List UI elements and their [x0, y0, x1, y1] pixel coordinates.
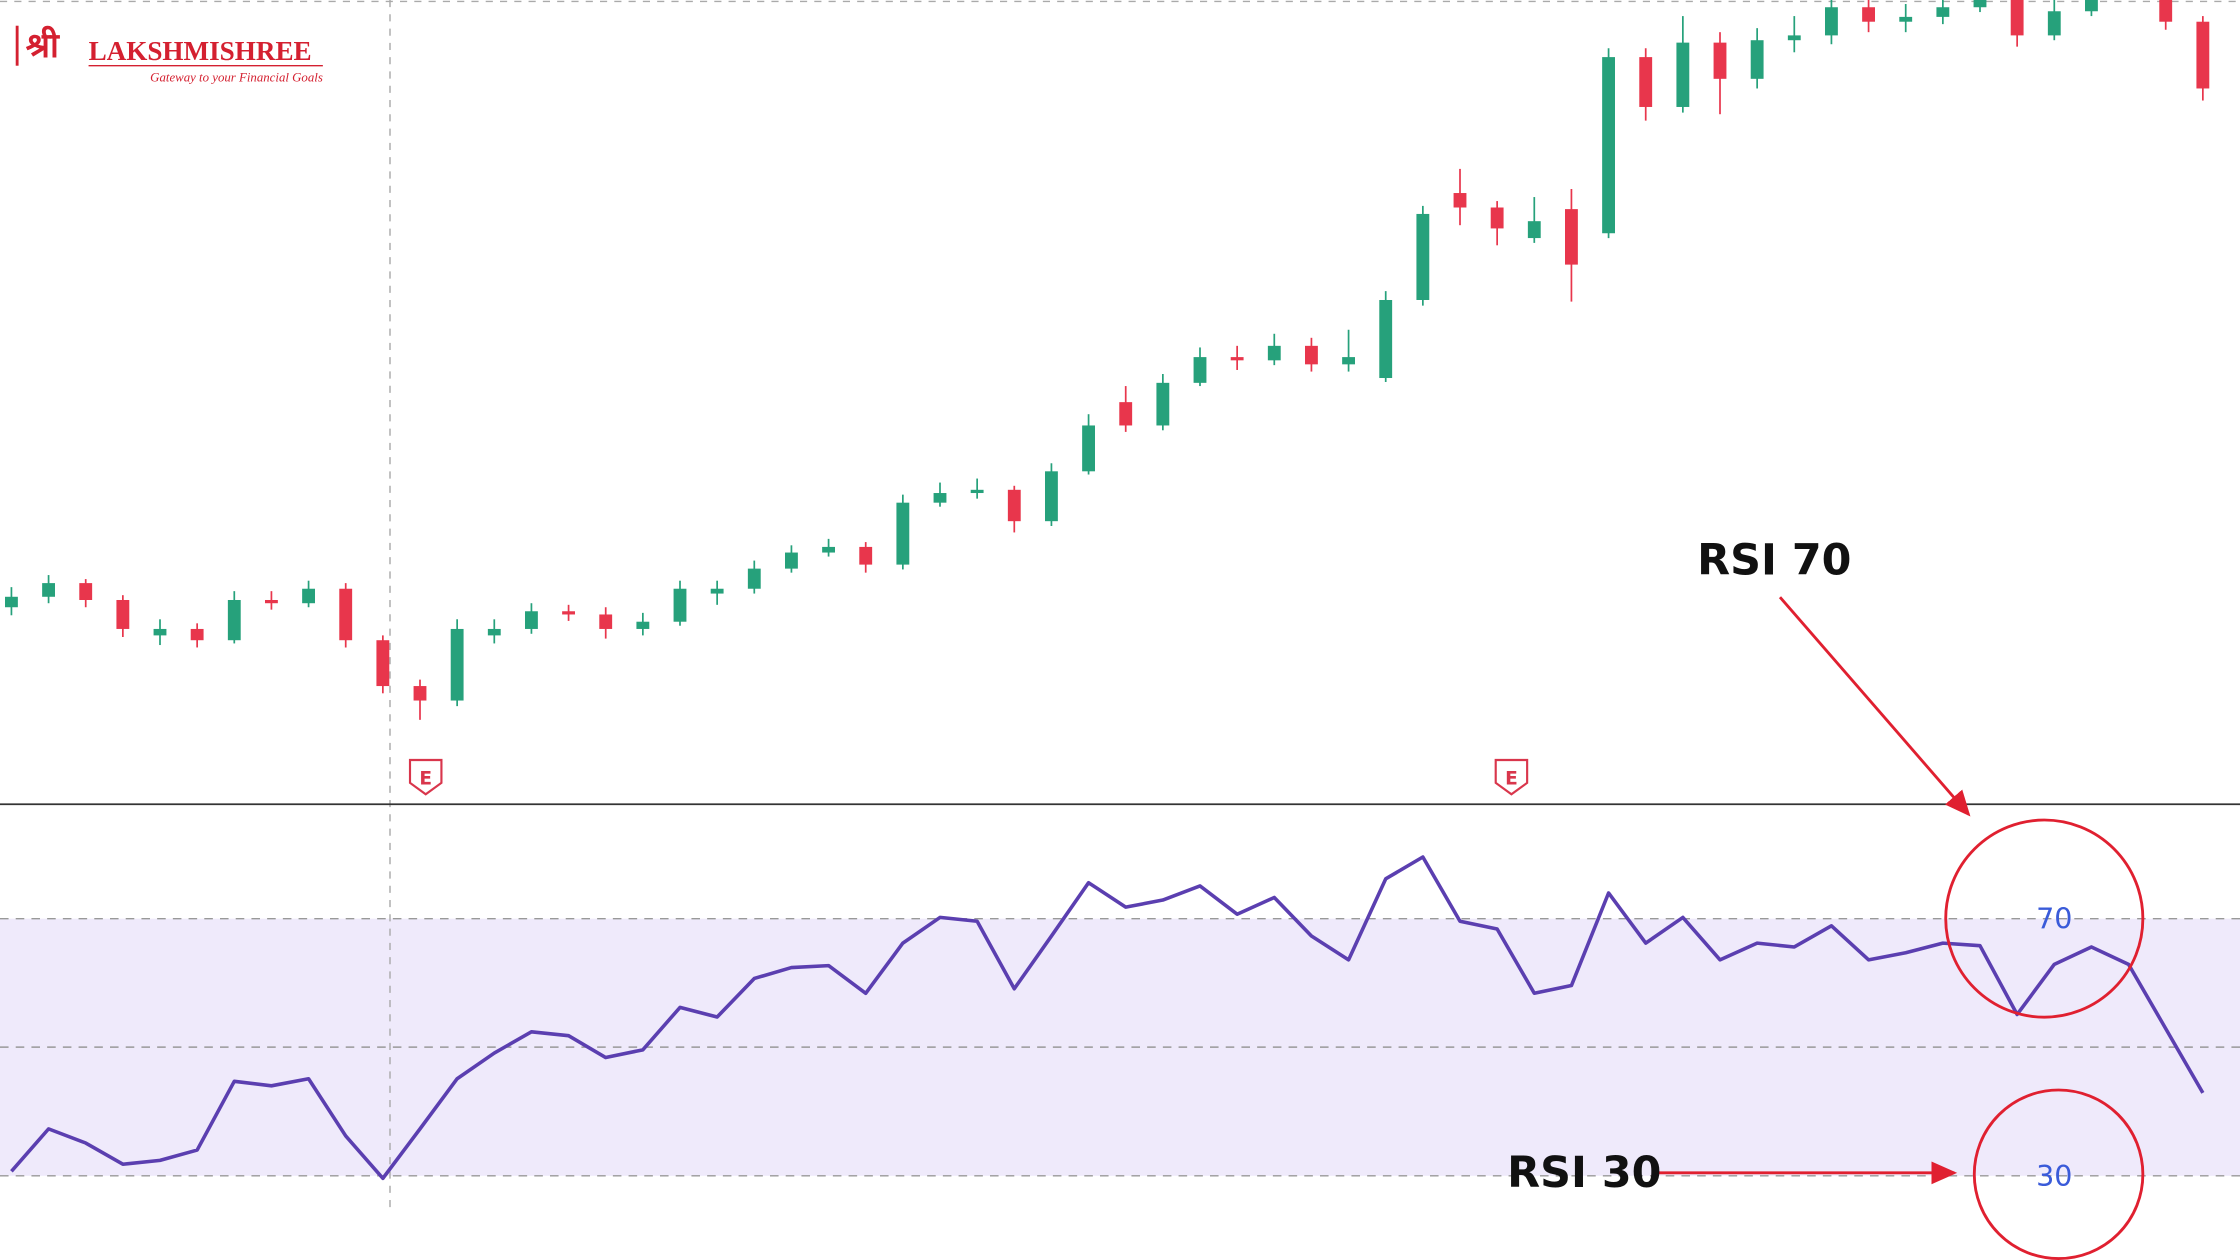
- candle-body: [859, 546, 873, 565]
- candle-body: [487, 628, 501, 636]
- candle-body: [5, 596, 18, 608]
- candle-body: [1787, 35, 1801, 41]
- event-label: E: [1505, 768, 1518, 789]
- candle-body: [1490, 207, 1504, 229]
- candle-body: [1527, 221, 1541, 239]
- logo-name: LAKSHMISHREE: [89, 36, 312, 66]
- candle-body: [1676, 42, 1690, 107]
- candle-body: [2047, 11, 2061, 36]
- event-badge: [408, 758, 443, 796]
- candle-body: [1825, 7, 1838, 36]
- y-tick-label: 70: [2036, 902, 2072, 936]
- candle-body: [933, 493, 947, 503]
- candle-body: [1750, 40, 1764, 79]
- candle-body: [2196, 21, 2210, 89]
- candle-body: [1862, 7, 1875, 22]
- candle-body: [1267, 345, 1281, 361]
- candle-body: [1082, 425, 1095, 472]
- candle-body: [413, 686, 427, 701]
- event-label: E: [419, 768, 432, 789]
- candle-body: [1565, 209, 1578, 265]
- candle-body: [1899, 16, 1913, 22]
- candle-body: [2159, 0, 2173, 22]
- candle-body: [1156, 382, 1170, 426]
- candle-body: [599, 614, 613, 629]
- candle-body: [1379, 299, 1393, 379]
- candle-body: [822, 546, 835, 553]
- candle-body: [190, 628, 204, 641]
- candle-body: [525, 611, 538, 629]
- circle-70: [1944, 818, 2145, 1019]
- candle-body: [42, 583, 55, 597]
- candle-body: [1936, 7, 1950, 17]
- candle-body: [1119, 402, 1133, 426]
- candle-body: [302, 588, 315, 604]
- candle-body: [450, 628, 464, 701]
- candle-body: [1602, 57, 1615, 234]
- candle-body: [2010, 0, 2024, 36]
- candle-body: [673, 588, 687, 622]
- candle-body: [1045, 471, 1058, 522]
- arrow-70: [1778, 596, 1971, 817]
- annotation-rsi-70: RSI 70: [1697, 535, 1851, 585]
- logo: श्री LAKSHMISHREE Gateway to your Financ…: [15, 25, 323, 84]
- candle-body: [339, 588, 353, 641]
- candle-body: [896, 502, 910, 565]
- candle-body: [636, 621, 650, 629]
- annotations: RSI 70 RSI 30: [1507, 535, 2145, 1260]
- rsi-line: [10, 855, 2205, 1181]
- logo-script: श्री: [26, 25, 60, 66]
- candle-body: [1230, 357, 1244, 361]
- candle-body: [1639, 57, 1653, 107]
- candle-body: [970, 489, 984, 494]
- y-tick-label: 30: [2036, 1159, 2072, 1193]
- candle-body: [747, 568, 761, 589]
- candle-body: [265, 599, 278, 604]
- candle-body: [2085, 0, 2098, 12]
- candle-body: [1713, 42, 1727, 79]
- event-badge: [1494, 758, 1529, 796]
- candle-body: [1453, 193, 1467, 208]
- candle-body: [227, 599, 241, 641]
- annotation-rsi-30: RSI 30: [1507, 1148, 1661, 1198]
- candle-body: [562, 611, 575, 615]
- candle-body: [1305, 345, 1318, 365]
- candle-body: [1416, 213, 1430, 300]
- candle-body: [710, 588, 724, 594]
- candle-body: [1193, 357, 1207, 383]
- candle-body: [785, 552, 798, 569]
- logo-tagline: Gateway to your Financial Goals: [150, 70, 323, 84]
- circle-30: [1972, 1088, 2145, 1260]
- candle-body: [1342, 357, 1355, 365]
- rsi: 30 70: [0, 855, 2240, 1193]
- candle-body: [376, 640, 390, 687]
- candle-body: [1973, 0, 1987, 8]
- candle-body: [153, 628, 167, 636]
- candle-body: [116, 599, 130, 629]
- candle-body: [1007, 489, 1021, 522]
- candle-body: [79, 583, 93, 600]
